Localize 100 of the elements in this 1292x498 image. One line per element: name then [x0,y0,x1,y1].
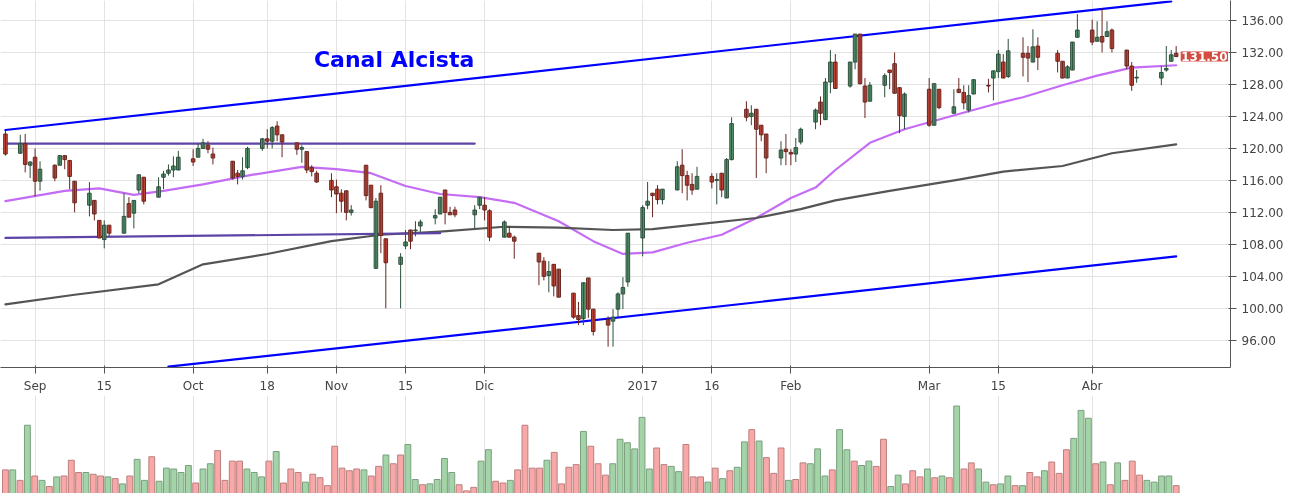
bar [104,476,112,493]
candlestick [971,79,976,95]
candlestick [674,160,680,191]
candlestick [986,78,991,93]
candlestick [1000,53,1006,79]
bar [711,467,719,493]
candlestick [190,148,196,167]
candlestick [264,128,270,149]
bar [38,479,46,493]
x-tick-label: Abr [1081,378,1103,393]
bar [1041,470,1048,493]
bar [45,486,53,493]
y-tick-label: 112.00 [1241,205,1284,220]
x-tick-label: 18 [259,378,275,393]
y-tick-label: 136.00 [1241,13,1284,28]
annotation: Canal Alcista [313,46,475,72]
candlestick [156,176,161,198]
bar [16,479,24,493]
bar [953,405,961,493]
candlestick [408,229,413,250]
candlestick [833,53,838,89]
candlestick [403,229,408,250]
y-tick-label: 128.00 [1241,77,1284,92]
bar [126,475,134,493]
bar [82,472,90,493]
bar [755,440,763,493]
candlestick [1168,49,1174,62]
bar [265,460,273,493]
bar [989,484,997,493]
candlestick [1159,65,1164,86]
y-tick-label: 120.00 [1241,141,1284,156]
bar [1011,485,1019,493]
candlestick [240,156,245,181]
x-tick-label: 2017 [627,378,658,393]
bar [506,479,514,493]
candlestick [432,208,438,225]
bar [1172,485,1180,493]
y-tick-label: 132.00 [1241,45,1284,60]
candlestick [136,174,142,194]
candlestick [260,137,265,152]
candlestick [17,134,23,155]
bar [1114,462,1122,493]
x-tick-label: Oct [182,378,204,393]
candlestick [546,260,552,293]
candlestick [793,137,799,163]
bar [719,478,726,493]
bar [148,456,156,493]
candlestick [97,219,102,239]
x-tick-label: Mar [917,378,941,393]
x-tick-label: 15 [990,378,1006,393]
candlestick [57,155,63,166]
candlestick [1035,36,1041,71]
bar [2,469,9,493]
bar [704,481,712,493]
bar [419,484,426,493]
bar [111,478,119,493]
bar [23,424,31,493]
bar [272,451,280,493]
bar [931,477,939,493]
bar [1106,484,1114,493]
bar [784,479,792,493]
candlestick [966,84,971,113]
candlestick [857,33,863,85]
bar [360,469,368,493]
candlestick [418,219,423,233]
bar [192,482,200,493]
bar [938,475,946,493]
candlestick [709,172,715,189]
candlestick [304,151,310,174]
candlestick [437,196,443,215]
candlestick [87,181,92,217]
x-tick-label: 15 [96,378,112,393]
candlestick [645,181,650,210]
bar [726,470,734,493]
y-tick-label: 108.00 [1241,237,1284,252]
bar [850,460,858,493]
bar [1019,485,1026,493]
bar [543,459,551,493]
bar [9,469,17,493]
y-tick-label: 104.00 [1241,269,1284,284]
line-series [4,143,1178,306]
bar [923,468,931,493]
candlestick [931,83,937,126]
x-tick-label: 16 [704,378,720,393]
bar [945,477,953,493]
candlestick [1089,19,1095,46]
candlestick [1164,45,1169,73]
candlestick [502,219,507,238]
bar [31,475,39,493]
x-tick-label: Nov [324,378,349,393]
bar [1099,461,1107,493]
candlestick [813,107,818,130]
bar [828,469,836,493]
candlestick [818,95,823,126]
annotation: 131.50 [1181,49,1228,64]
y-tick-label: 100.00 [1241,301,1284,316]
bar [748,429,756,493]
candlestick [1075,13,1080,38]
bar [1092,463,1100,493]
candlestick [744,100,749,122]
